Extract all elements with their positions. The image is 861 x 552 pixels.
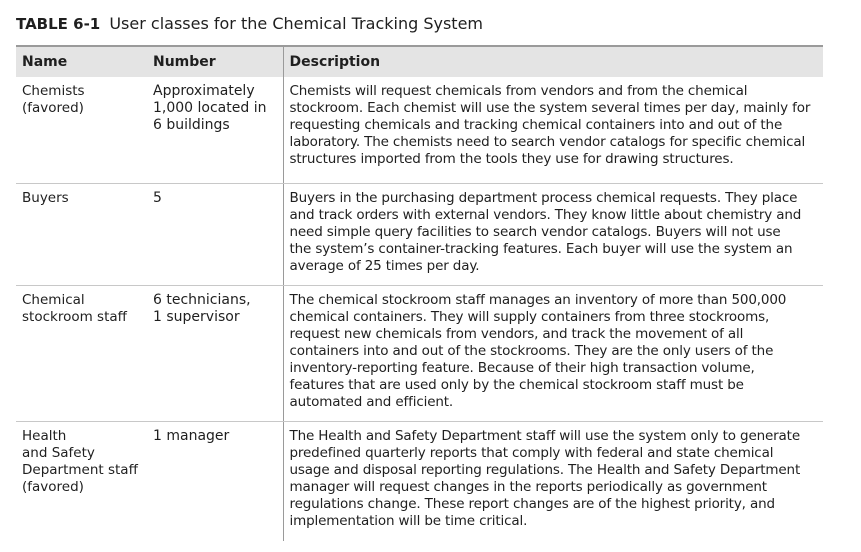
cell-name: Buyers [16,183,147,286]
table-row: Chemical stockroom staff 6 technicians, 1 … [16,285,823,422]
cell-number: Approximately 1,000 located in 6 buildings [147,77,283,184]
table-row: Buyers 5 Buyers in the purchasing depart… [16,183,823,286]
table-number: TABLE 6-1 [16,15,101,33]
cell-number: 1 manager [153,428,230,444]
header-description: Description [282,45,823,77]
user-classes-table: Name Number Description Chemists (favored… [16,45,823,541]
header-row: Name Number Description [16,45,823,77]
cell-name: Chemical stockroom staff [16,285,147,422]
table-row: Health and Safety Department staff (favored… [16,421,823,541]
cell-description: The Health and Safety Department staff w… [282,421,823,541]
table-caption: TABLE 6-1 User classes for the Chemical … [16,14,483,34]
cell-name: Health and Safety Department staff (favored… [22,428,138,495]
cell-description: Chemists will request chemicals from ven… [282,77,823,184]
cell-description: Buyers in the purchasing department proc… [282,183,823,286]
header-number: Number [147,45,283,77]
cell-number: 6 technicians, 1 supervisor [147,285,283,422]
table-title: User classes for the Chemical Tracking S… [109,14,483,33]
cell-name: Chemists (favored) [16,77,147,184]
cell-description: The chemical stockroom staff manages an … [282,285,823,422]
cell-number: 5 [147,183,283,286]
header-name: Name [16,45,147,77]
table-row: Chemists (favored) Approximately 1,000 loc… [16,77,823,184]
